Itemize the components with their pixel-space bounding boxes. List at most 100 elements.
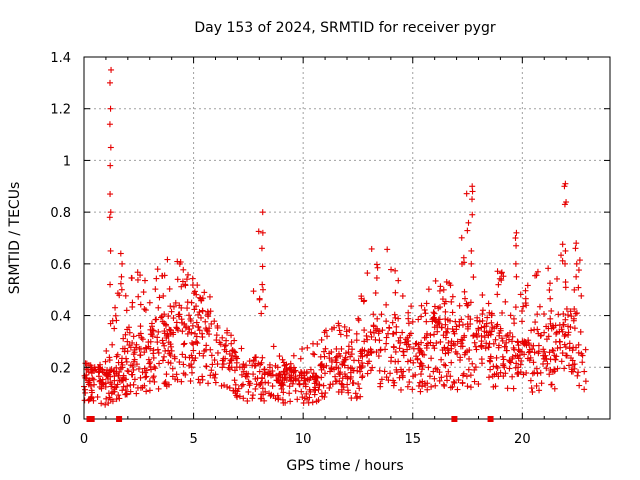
data-point bbox=[489, 324, 496, 331]
data-point bbox=[311, 351, 318, 358]
data-point bbox=[141, 382, 148, 389]
data-point bbox=[470, 332, 477, 339]
data-point bbox=[137, 345, 144, 352]
data-point bbox=[533, 365, 540, 372]
data-point bbox=[131, 356, 138, 363]
data-point bbox=[431, 375, 438, 382]
data-point bbox=[399, 292, 406, 299]
data-point bbox=[193, 319, 200, 326]
data-point bbox=[303, 370, 310, 377]
data-point bbox=[136, 332, 143, 339]
data-point bbox=[428, 383, 435, 390]
data-point bbox=[174, 276, 181, 283]
data-point bbox=[114, 381, 121, 388]
data-point bbox=[530, 359, 537, 366]
data-point bbox=[475, 326, 482, 333]
data-point bbox=[107, 79, 114, 86]
data-point bbox=[431, 316, 438, 323]
data-point bbox=[582, 378, 589, 385]
data-point bbox=[181, 340, 188, 347]
data-point bbox=[393, 329, 400, 336]
data-point bbox=[315, 386, 322, 393]
data-point bbox=[300, 399, 307, 406]
data-point bbox=[229, 347, 236, 354]
data-point bbox=[562, 316, 569, 323]
data-point bbox=[430, 342, 437, 349]
data-point bbox=[495, 344, 502, 351]
data-point bbox=[405, 309, 412, 316]
data-point bbox=[87, 362, 94, 369]
gap-marker bbox=[88, 416, 95, 422]
data-point bbox=[155, 385, 162, 392]
data-point bbox=[255, 360, 262, 367]
data-point bbox=[148, 323, 155, 330]
data-point bbox=[232, 354, 239, 361]
data-point bbox=[338, 380, 345, 387]
data-point bbox=[541, 348, 548, 355]
data-point bbox=[457, 354, 464, 361]
data-point bbox=[106, 394, 113, 401]
data-point bbox=[109, 398, 116, 405]
data-point bbox=[231, 337, 238, 344]
data-point bbox=[106, 214, 113, 221]
data-point bbox=[463, 190, 470, 197]
data-point bbox=[272, 362, 279, 369]
data-point bbox=[440, 381, 447, 388]
data-point bbox=[245, 388, 252, 395]
data-point bbox=[151, 378, 158, 385]
data-point bbox=[534, 370, 541, 377]
data-point bbox=[464, 321, 471, 328]
data-point bbox=[199, 308, 206, 315]
data-point bbox=[510, 315, 517, 322]
data-point bbox=[180, 341, 187, 348]
data-point bbox=[286, 374, 293, 381]
data-point bbox=[504, 385, 511, 392]
data-point bbox=[557, 344, 564, 351]
data-point bbox=[423, 300, 430, 307]
data-point bbox=[170, 315, 177, 322]
data-point bbox=[440, 332, 447, 339]
data-point bbox=[260, 391, 267, 398]
x-tick-label: 0 bbox=[80, 432, 88, 447]
data-point bbox=[503, 333, 510, 340]
data-point bbox=[155, 328, 162, 335]
data-point bbox=[507, 312, 514, 319]
data-point bbox=[335, 388, 342, 395]
data-point bbox=[528, 327, 535, 334]
data-point bbox=[467, 299, 474, 306]
data-point bbox=[311, 391, 318, 398]
data-point bbox=[447, 317, 454, 324]
data-point bbox=[566, 340, 573, 347]
data-point bbox=[559, 350, 566, 357]
data-point bbox=[409, 318, 416, 325]
data-point bbox=[107, 247, 114, 254]
data-point bbox=[343, 332, 350, 339]
data-point bbox=[82, 389, 89, 396]
data-point bbox=[364, 336, 371, 343]
data-point bbox=[143, 388, 150, 395]
data-point bbox=[432, 382, 439, 389]
data-point bbox=[170, 303, 177, 310]
data-point bbox=[199, 373, 206, 380]
data-point bbox=[283, 370, 290, 377]
data-point bbox=[129, 362, 136, 369]
data-point bbox=[346, 327, 353, 334]
data-point bbox=[102, 401, 109, 408]
data-point bbox=[259, 263, 266, 270]
data-point bbox=[326, 350, 333, 357]
data-point bbox=[183, 276, 190, 283]
data-point bbox=[178, 304, 185, 311]
data-point bbox=[245, 378, 252, 385]
data-point bbox=[449, 293, 456, 300]
data-point bbox=[388, 266, 395, 273]
data-point bbox=[479, 307, 486, 314]
data-point bbox=[288, 364, 295, 371]
data-point bbox=[386, 325, 393, 332]
x-ticks: 0 5 10 15 20 bbox=[80, 57, 589, 447]
data-point bbox=[120, 383, 127, 390]
data-point bbox=[414, 355, 421, 362]
data-point bbox=[509, 353, 516, 360]
data-point bbox=[496, 332, 503, 339]
